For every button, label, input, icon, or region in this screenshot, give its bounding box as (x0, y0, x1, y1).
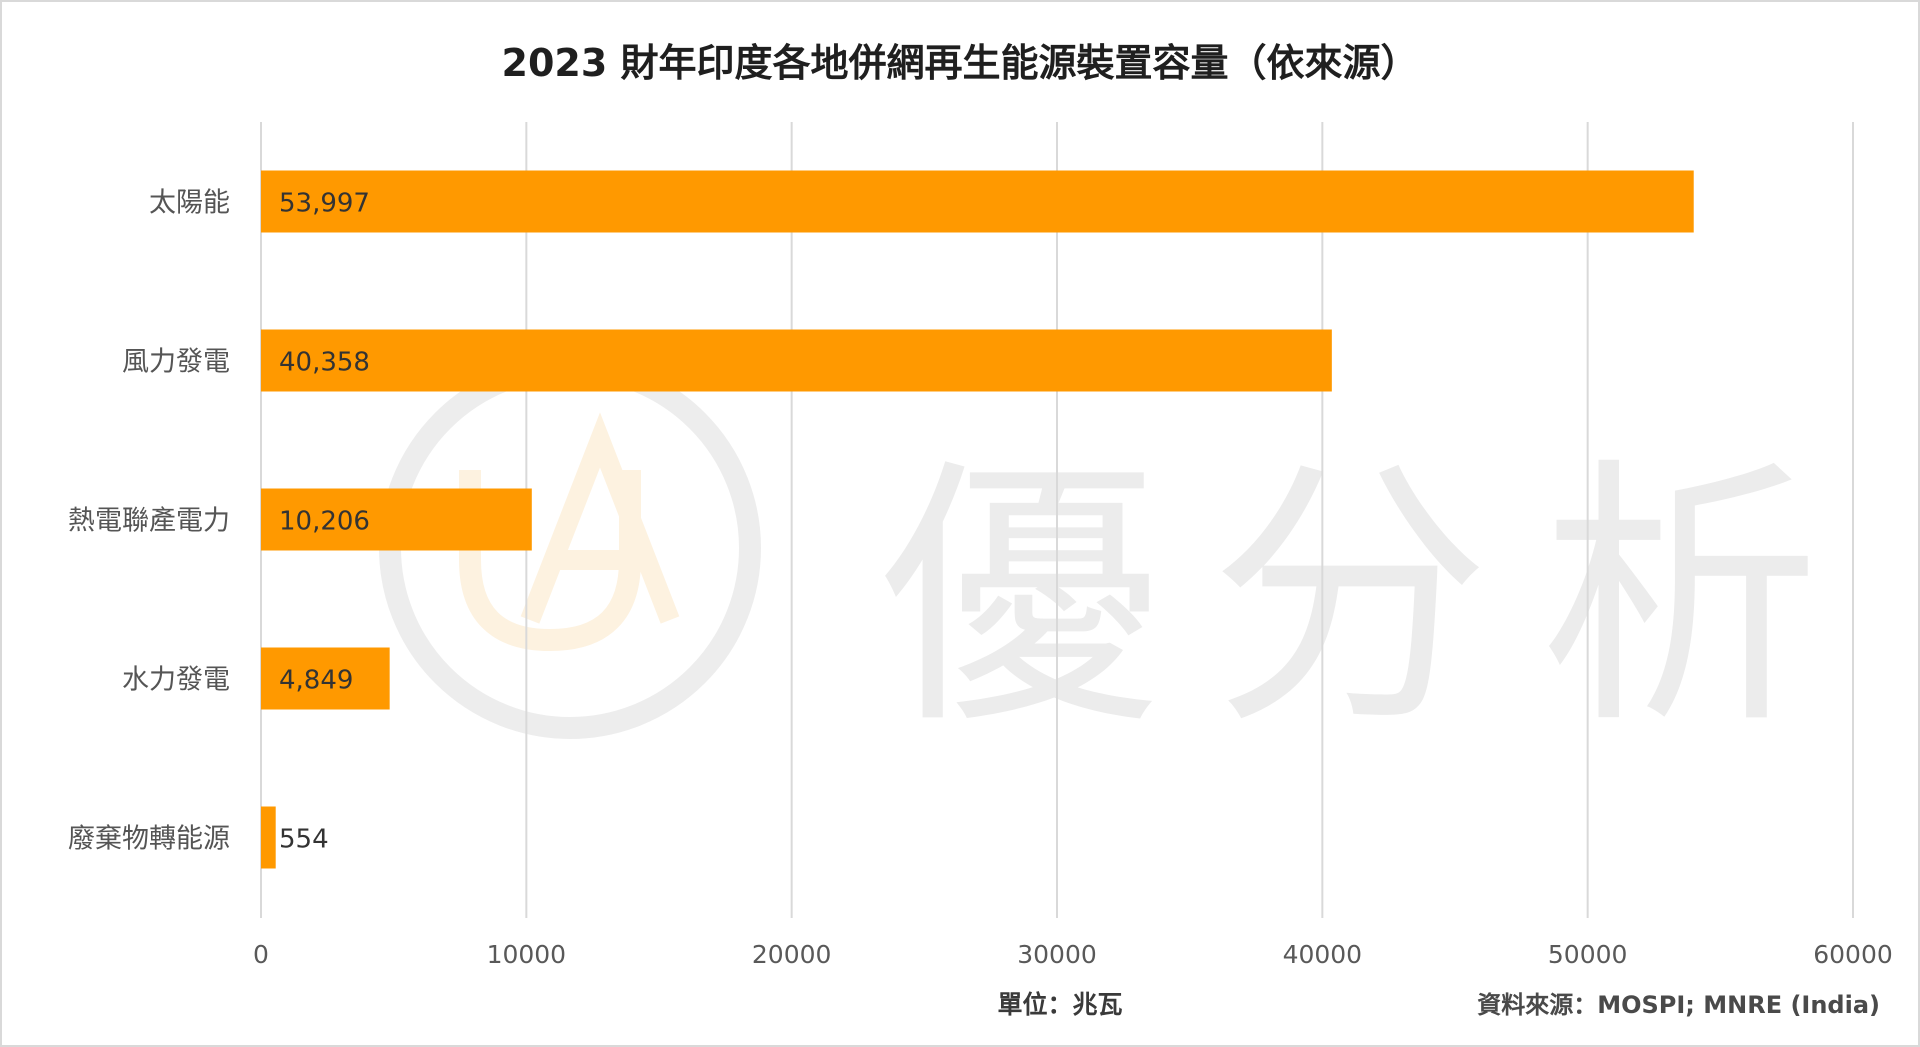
value-label: 554 (279, 825, 329, 855)
category-label: 太陽能 (149, 188, 230, 219)
category-label: 熱電聯產電力 (68, 506, 230, 537)
x-tick-label: 10000 (487, 940, 567, 969)
source-note: 資料來源：MOSPI; MNRE (India) (1477, 991, 1880, 1019)
bar (261, 647, 390, 710)
x-tick-label: 20000 (752, 940, 832, 969)
category-label: 水力發電 (122, 665, 230, 696)
watermark-text: 優分析 (880, 436, 1870, 762)
value-label: 53,997 (279, 189, 370, 219)
bar (261, 329, 1332, 392)
chart-title: 2023 財年印度各地併網再生能源裝置容量（依來源） (501, 41, 1419, 85)
x-tick-label: 60000 (1813, 940, 1893, 969)
bars (261, 170, 1694, 869)
x-tick-label: 30000 (1017, 940, 1097, 969)
bar (261, 488, 532, 551)
x-axis-label: 單位：兆瓦 (997, 990, 1123, 1019)
x-tick-label: 40000 (1283, 940, 1363, 969)
value-label: 4,849 (279, 666, 353, 696)
value-labels: 53,997 40,358 10,206 4,849 554 (279, 189, 370, 855)
bar (261, 806, 276, 869)
value-label: 10,206 (279, 507, 370, 537)
x-tick-label: 0 (253, 940, 269, 969)
x-tick-labels: 0 10000 20000 30000 40000 50000 60000 (253, 940, 1893, 969)
bar (261, 170, 1694, 233)
category-label: 廢棄物轉能源 (68, 824, 230, 855)
category-label: 風力發電 (122, 347, 230, 378)
value-label: 40,358 (279, 348, 370, 378)
logo-u-shape (459, 470, 641, 652)
logo-a-shape (520, 412, 680, 624)
x-tick-label: 50000 (1548, 940, 1628, 969)
